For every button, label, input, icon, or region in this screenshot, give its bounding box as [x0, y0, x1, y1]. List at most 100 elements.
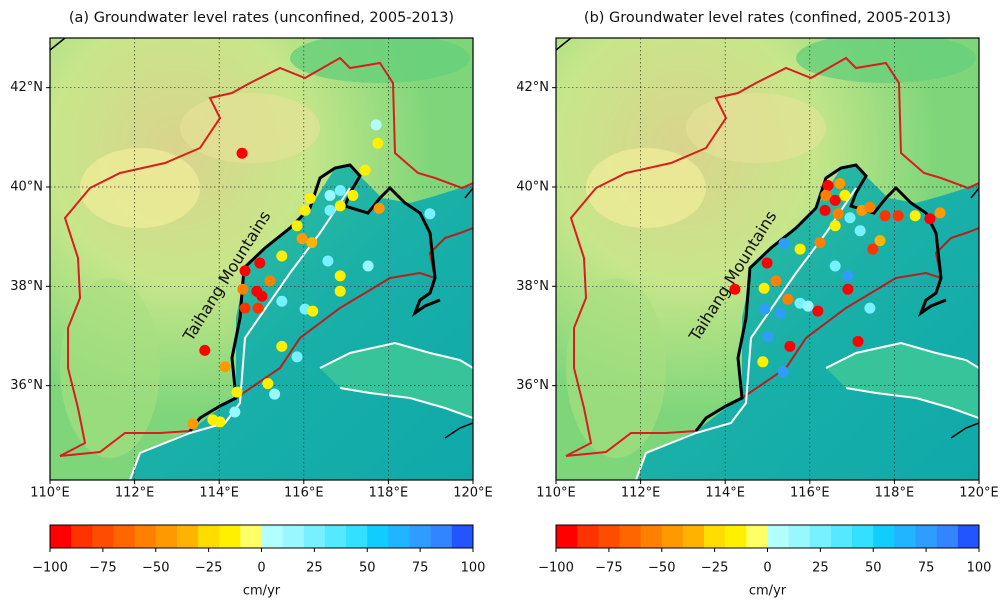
colorbar-bin: [789, 525, 811, 548]
station-dot: [335, 200, 346, 211]
y-tick-label: 40°N: [10, 179, 43, 194]
colorbar-tick-label: −75: [89, 561, 116, 576]
station-dot: [855, 225, 866, 236]
station-dot: [322, 255, 333, 266]
station-dot: [762, 257, 773, 268]
colorbar-bin: [219, 525, 241, 548]
colorbar-bin: [810, 525, 832, 548]
colorbar-bin: [873, 525, 895, 548]
colorbar-bin: [71, 525, 93, 548]
station-dot: [729, 284, 740, 295]
y-tick-label: 42°N: [516, 80, 549, 95]
colorbar-bin: [262, 525, 284, 548]
station-dot: [276, 296, 287, 307]
station-dot: [297, 233, 308, 244]
station-dot: [839, 190, 850, 201]
colorbar-tick-label: 0: [257, 561, 265, 576]
station-dot: [372, 138, 383, 149]
y-tick-label: 36°N: [10, 378, 43, 393]
station-dot: [782, 294, 793, 305]
station-dot: [276, 341, 287, 352]
colorbar-bin: [768, 525, 790, 548]
colorbar-bin: [641, 525, 663, 548]
station-dot: [335, 286, 346, 297]
station-dot: [875, 235, 886, 246]
station-dot: [360, 165, 371, 176]
colorbar-tick-label: 25: [812, 561, 829, 576]
colorbar-bin: [452, 525, 474, 548]
station-dot: [374, 203, 385, 214]
station-dot: [262, 378, 273, 389]
colorbar-bin: [746, 525, 768, 548]
station-dot: [893, 210, 904, 221]
colorbar-bin: [346, 525, 368, 548]
colorbar-bin: [577, 525, 599, 548]
x-tick-label: 118°E: [875, 486, 915, 501]
x-tick-label: 116°E: [790, 486, 830, 501]
x-tick-label: 120°E: [959, 486, 999, 501]
colorbar-bin: [852, 525, 874, 548]
colorbar-tick-label: −25: [701, 561, 728, 576]
station-dot: [305, 193, 316, 204]
colorbar-tick-label: −50: [142, 561, 169, 576]
station-dot: [237, 284, 248, 295]
station-dot: [253, 303, 264, 314]
colorbar-bin: [619, 525, 641, 548]
x-tick-label: 110°E: [30, 486, 70, 501]
colorbar-bin: [367, 525, 389, 548]
station-dot: [207, 414, 218, 425]
station-dot: [306, 237, 317, 248]
station-dot: [240, 265, 251, 276]
colorbar-bin: [894, 525, 916, 548]
station-dot: [292, 220, 303, 231]
station-dot: [335, 185, 346, 196]
station-dot: [864, 202, 875, 213]
x-tick-label: 114°E: [705, 486, 745, 501]
colorbar-bin: [283, 525, 305, 548]
station-dot: [867, 244, 878, 255]
colorbar-tick-label: 0: [763, 561, 771, 576]
station-dot: [770, 275, 781, 286]
station-dot: [307, 306, 318, 317]
x-tick-label: 112°E: [621, 486, 661, 501]
colorbar-tick-label: 100: [461, 561, 486, 576]
colorbar-bin: [725, 525, 747, 548]
colorbar-bin: [50, 525, 72, 548]
colorbar-tick-label: 50: [359, 561, 376, 576]
station-dot: [325, 190, 336, 201]
colorbar-bin: [113, 525, 135, 548]
colorbar-tick-label: −50: [648, 561, 675, 576]
y-tick-label: 42°N: [10, 80, 43, 95]
station-dot: [812, 306, 823, 317]
y-tick-label: 40°N: [516, 179, 549, 194]
station-dot: [795, 244, 806, 255]
station-dot: [363, 260, 374, 271]
station-dot: [220, 361, 231, 372]
colorbar-bin: [556, 525, 578, 548]
station-dot: [935, 207, 946, 218]
colorbar-bin: [325, 525, 347, 548]
station-dot: [199, 345, 210, 356]
colorbar-bin: [240, 525, 262, 548]
station-dot: [842, 270, 853, 281]
station-dot: [264, 275, 275, 286]
x-tick-label: 112°E: [115, 486, 155, 501]
station-dot: [759, 283, 770, 294]
station-dot: [292, 351, 303, 362]
station-dot: [300, 205, 311, 216]
station-dot: [757, 356, 768, 367]
colorbar-tick-label: −75: [595, 561, 622, 576]
colorbar-bin: [704, 525, 726, 548]
colorbar-bin: [198, 525, 220, 548]
station-dot: [269, 389, 280, 400]
station-dot: [759, 304, 770, 315]
station-dot: [335, 270, 346, 281]
y-tick-label: 38°N: [10, 279, 43, 294]
x-tick-label: 114°E: [199, 486, 239, 501]
station-dot: [844, 212, 855, 223]
station-dot: [240, 303, 251, 314]
station-dot: [276, 251, 287, 262]
station-dot: [820, 190, 831, 201]
station-dot: [833, 208, 844, 219]
colorbar-bin: [410, 525, 432, 548]
